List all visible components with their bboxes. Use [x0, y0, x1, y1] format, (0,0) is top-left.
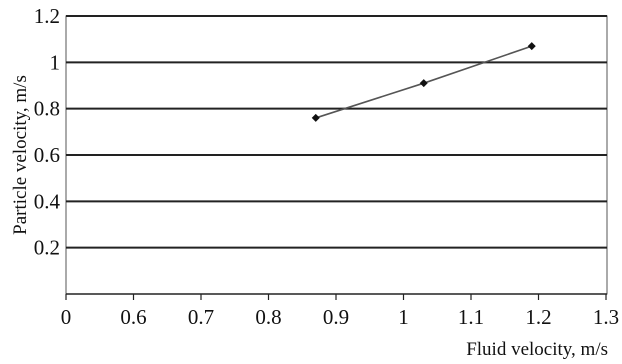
x-axis-label: Fluid velocity, m/s	[466, 339, 608, 360]
x-tick-label: 1.2	[525, 305, 551, 329]
data-point	[419, 79, 428, 88]
x-tick-label: 1	[398, 305, 409, 329]
x-tick-label: 0.6	[120, 305, 146, 329]
y-axis-label: Particle velocity, m/s	[10, 75, 31, 235]
data-point	[311, 113, 320, 122]
y-tick-label: 0.6	[34, 143, 60, 167]
x-tick-labels: 0 0.6 0.7 0.8 0.9 1 1.1 1.2 1.3	[61, 305, 619, 329]
x-tick-label: 1.3	[593, 305, 619, 329]
y-tick-label: 0.8	[34, 97, 60, 121]
y-tick-label: 1.2	[34, 4, 60, 28]
y-tick-label: 1	[50, 50, 61, 74]
x-tick-label: 0.9	[323, 305, 349, 329]
x-tick-label: 0	[61, 305, 72, 329]
x-tick-label: 0.8	[255, 305, 281, 329]
data-point	[527, 42, 536, 51]
x-tick-label: 0.7	[188, 305, 214, 329]
x-tick-label: 1.1	[458, 305, 484, 329]
series	[311, 42, 536, 122]
gridlines	[66, 15, 607, 249]
y-tick-label: 0.2	[34, 236, 60, 260]
axes	[65, 293, 607, 300]
y-tick-label: 0.4	[34, 189, 61, 213]
y-tick-labels: 0.2 0.4 0.6 0.8 1 1.2	[34, 4, 61, 260]
